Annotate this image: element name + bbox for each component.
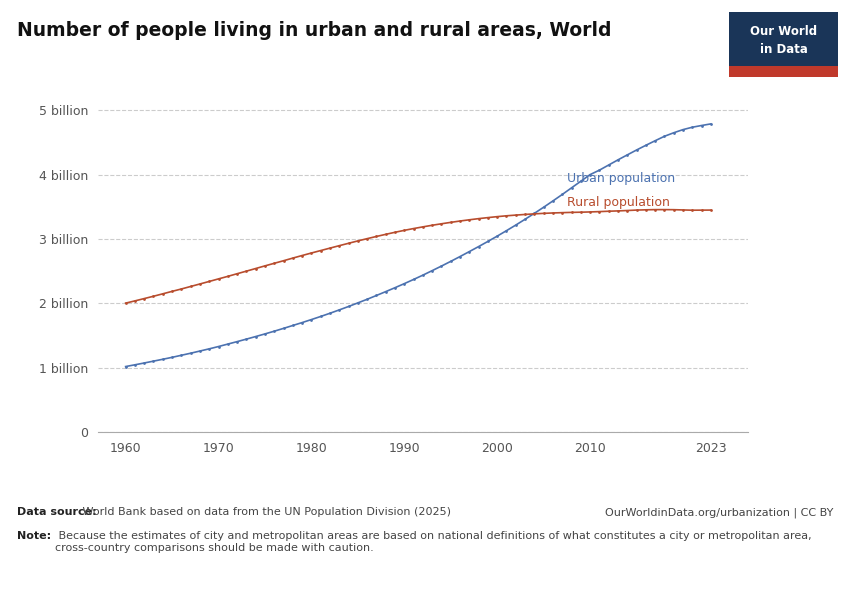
Text: Rural population: Rural population: [567, 196, 670, 209]
Text: Our World: Our World: [751, 25, 817, 38]
Text: Note:: Note:: [17, 531, 51, 541]
Text: OurWorldinData.org/urbanization | CC BY: OurWorldinData.org/urbanization | CC BY: [604, 507, 833, 517]
Text: in Data: in Data: [760, 43, 807, 56]
Bar: [729, 12, 838, 67]
Text: Urban population: Urban population: [567, 172, 675, 185]
Text: Because the estimates of city and metropolitan areas are based on national defin: Because the estimates of city and metrop…: [55, 531, 812, 553]
Text: Data source:: Data source:: [17, 507, 97, 517]
Bar: [729, 67, 838, 77]
Text: World Bank based on data from the UN Population Division (2025): World Bank based on data from the UN Pop…: [79, 507, 451, 517]
Text: Number of people living in urban and rural areas, World: Number of people living in urban and rur…: [17, 21, 611, 40]
